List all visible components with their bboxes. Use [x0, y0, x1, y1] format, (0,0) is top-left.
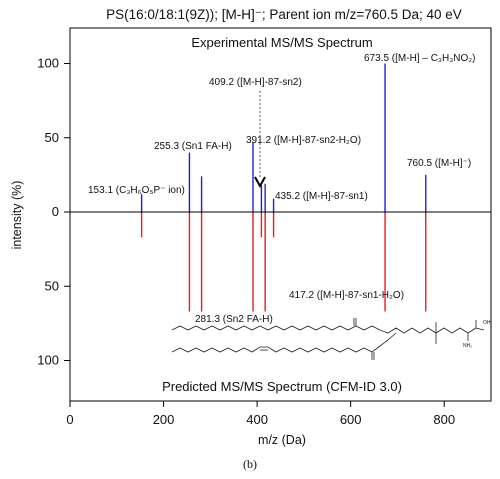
x-axis-title: m/z (Da): [258, 433, 306, 447]
sn2-carbonyl: [371, 352, 375, 360]
structure-label-oh: OH: [483, 320, 491, 326]
x-tick-label: 600: [340, 412, 362, 427]
panel-label-top: Experimental MS/MS Spectrum: [191, 35, 372, 50]
annotation-281: 281.3 (Sn2 FA-H): [195, 314, 273, 325]
y-tick-label-top: 0: [52, 204, 59, 219]
x-tick-label: 200: [153, 412, 175, 427]
annotation-760: 760.5 ([M-H]⁻): [407, 158, 471, 169]
y-tick-label-top: 100: [37, 56, 59, 71]
y-tick-label-top: 50: [45, 130, 59, 145]
sn1-acyl-chain: [171, 325, 413, 334]
phosphoserine-headgroup: [411, 320, 485, 344]
annotation-673: 673.5 ([M-H] – C₃H₃NO₂): [364, 53, 476, 64]
annotation-153: 153.1 (C₃H₆O₅P⁻ ion): [88, 185, 185, 196]
peak-annotations: 153.1 (C₃H₆O₅P⁻ ion) 255.3 (Sn1 FA-H) 40…: [88, 53, 476, 325]
molecular-structure: [171, 318, 485, 360]
structure-label-nh2: NH₂: [463, 343, 472, 349]
x-tick-label: 400: [246, 412, 268, 427]
annotation-391: 391.2 ([M-H]-87-sn2-H₂O): [246, 135, 361, 146]
y-tick-label-bottom: 50: [45, 278, 59, 293]
y-tick-label-bottom: 100: [37, 353, 59, 368]
figure-caption: (b): [243, 457, 257, 471]
annotation-255: 255.3 (Sn1 FA-H): [154, 141, 232, 152]
chart-title: PS(16:0/18:1(9Z)); [M-H]⁻; Parent ion m/…: [106, 7, 462, 22]
annotation-417: 417.2 ([M-H]-87-sn1-H₂O): [289, 290, 404, 301]
annotation-409: 409.2 ([M-H]-87-sn2): [209, 77, 302, 88]
x-tick-label: 800: [433, 412, 455, 427]
sn1-carbonyl: [353, 318, 357, 326]
panel-label-bottom: Predicted MS/MS Spectrum (CFM-ID 3.0): [162, 379, 402, 394]
x-tick-label: 0: [66, 412, 73, 427]
sn2-acyl-chain: [171, 332, 397, 353]
plot-frame: [69, 27, 492, 402]
arrow-marker-icon: [254, 176, 266, 189]
spectrum-peaks: [140, 63, 427, 312]
axis-ticks: 0 200 400 600 800 0 50 100 50 100: [37, 56, 455, 428]
y-axis-title: intensity (%): [10, 181, 24, 250]
annotation-435: 435.2 ([M-H]-87-sn1): [275, 191, 368, 202]
